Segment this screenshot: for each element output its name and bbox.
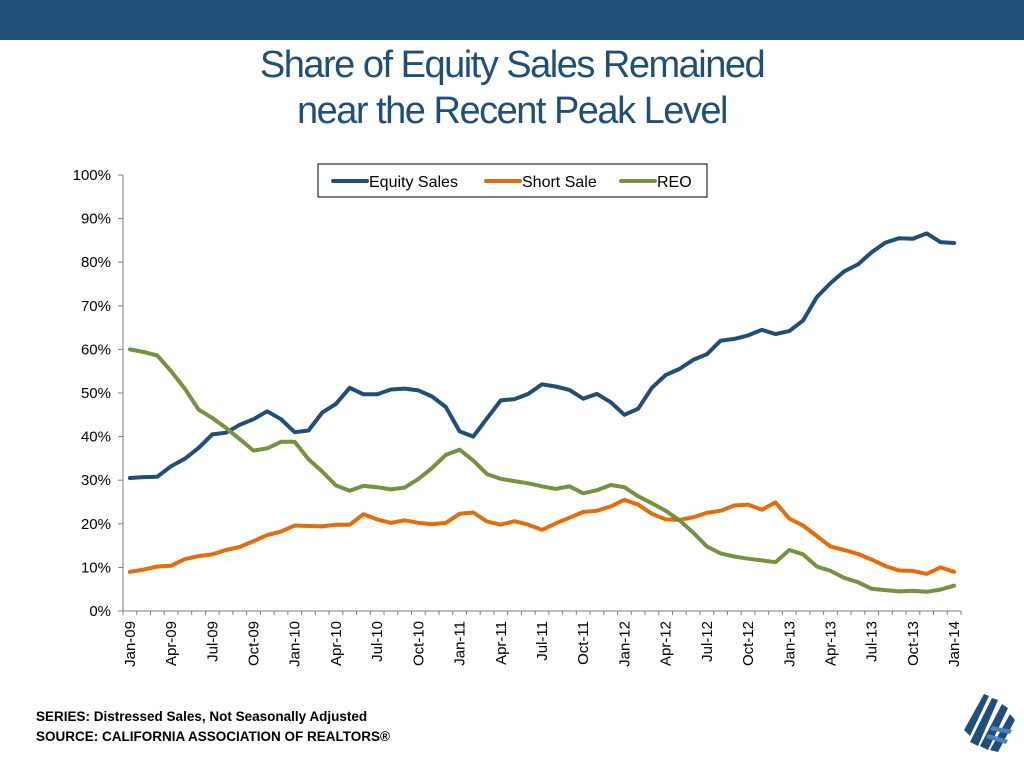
x-tick-label: Oct-11 — [575, 621, 592, 665]
x-tick-label: Apr-09 — [163, 621, 180, 666]
x-tick-label: Jan-13 — [781, 621, 798, 667]
y-tick-label: 80% — [81, 254, 111, 271]
y-tick-label: 10% — [81, 559, 111, 576]
footer-source: SOURCE: CALIFORNIA ASSOCIATION OF REALTO… — [36, 729, 390, 744]
series-line-equity-sales — [127, 231, 957, 480]
x-tick-label: Jul-09 — [204, 621, 221, 662]
legend-label: REO — [657, 174, 692, 191]
series-line-short-sale — [127, 497, 957, 576]
x-tick-label: Jul-13 — [864, 621, 881, 662]
y-tick-label: 20% — [81, 516, 111, 533]
x-tick-label: Oct-12 — [740, 621, 757, 666]
y-tick-label: 90% — [81, 211, 111, 228]
series-line-reo — [127, 347, 957, 594]
legend-label: Equity Sales — [369, 174, 458, 191]
x-tick-label: Jan-12 — [616, 621, 633, 667]
top-banner — [0, 0, 1024, 40]
y-tick-label: 100% — [73, 167, 111, 184]
x-tick-label: Jul-12 — [699, 621, 716, 662]
x-tick-label: Oct-13 — [905, 621, 922, 666]
x-tick-label: Apr-12 — [658, 621, 675, 666]
line-chart: 0% 10% 20% 30% 40% 50% 60% 70% 80% 90% 100% Jan-09 A… — [73, 163, 963, 667]
title-line-1: Share of Equity Sales Remained — [259, 44, 766, 86]
y-tick-label: 30% — [81, 472, 111, 489]
chart-legend: Equity Sales Short Sale REO — [317, 163, 708, 198]
y-tick-label: 60% — [81, 341, 111, 358]
y-tick-label: 70% — [81, 298, 111, 315]
y-tick-label: 40% — [81, 429, 111, 446]
legend-label: Short Sale — [522, 174, 597, 191]
car-logo-icon — [964, 694, 1015, 752]
x-tick-label: Apr-10 — [328, 621, 345, 666]
footer-series: SERIES: Distressed Sales, Not Seasonally… — [36, 709, 368, 724]
x-tick-label: Apr-11 — [493, 621, 510, 665]
title-line-2: near the Recent Peak Level — [297, 90, 728, 132]
x-tick-label: Apr-13 — [822, 621, 839, 666]
x-tick-label: Jan-11 — [452, 621, 469, 666]
x-tick-label: Jul-10 — [369, 621, 386, 662]
x-tick-label: Jan-14 — [946, 621, 963, 667]
x-tick-label: Jul-11 — [534, 621, 551, 661]
y-tick-label: 50% — [81, 385, 111, 402]
page-title: Share of Equity Sales Remained near the … — [0, 42, 1024, 134]
x-tick-label: Jan-10 — [287, 621, 304, 667]
x-tick-label: Oct-10 — [410, 621, 427, 666]
y-tick-label: 0% — [89, 603, 111, 620]
footer-notes: SERIES: Distressed Sales, Not Seasonally… — [36, 707, 390, 747]
x-tick-label: Oct-09 — [246, 621, 263, 666]
x-tick-label: Jan-09 — [122, 621, 139, 667]
